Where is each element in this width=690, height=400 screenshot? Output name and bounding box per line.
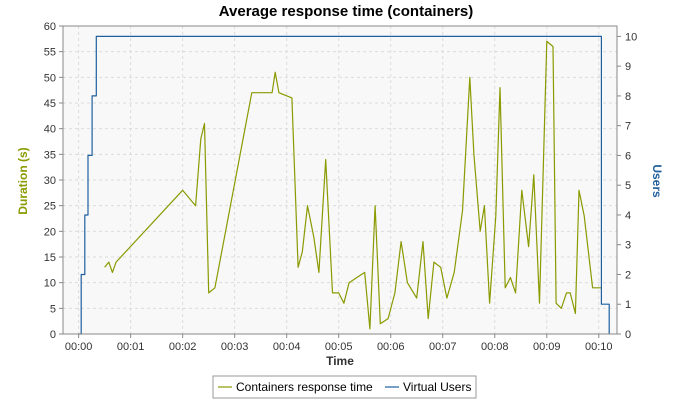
x-tick-label: 00:02 xyxy=(169,341,197,353)
legend: Containers response time Virtual Users xyxy=(212,375,477,399)
y-right-tick-label: 5 xyxy=(625,180,631,192)
x-axis-label: Time xyxy=(326,354,354,368)
series-line-response-time xyxy=(104,40,602,330)
y-left-tick-label: 60 xyxy=(44,21,56,33)
y-left-tick-label: 0 xyxy=(50,329,56,341)
y-left-tick-label: 40 xyxy=(44,124,56,136)
left-axis-ticks: 0 5 10 15 20 25 30 35 40 45 50 55 60 xyxy=(44,21,63,341)
x-tick-label: 00:09 xyxy=(533,341,561,353)
x-tick-label: 00:01 xyxy=(117,341,145,353)
y-left-tick-label: 5 xyxy=(50,303,56,315)
y-left-tick-label: 15 xyxy=(44,252,56,264)
x-tick-label: 00:07 xyxy=(429,341,457,353)
y-right-tick-label: 7 xyxy=(625,121,631,133)
x-axis-ticks: 00:00 00:01 00:02 00:03 00:04 00:05 00:06 00:07… xyxy=(65,334,613,353)
y-right-tick-label: 0 xyxy=(625,329,631,341)
y-right-tick-label: 6 xyxy=(625,150,631,162)
x-tick-label: 00:08 xyxy=(481,341,509,353)
legend-label-response-time: Containers response time xyxy=(236,380,373,394)
y-right-tick-label: 10 xyxy=(625,31,637,43)
y-left-tick-label: 45 xyxy=(44,98,56,110)
right-axis-ticks: 0 1 2 3 4 5 6 7 8 9 10 xyxy=(617,31,637,341)
series-line-virtual-users xyxy=(78,35,610,335)
x-tick-label: 00:03 xyxy=(221,341,249,353)
legend-box xyxy=(212,375,477,399)
chart-title: Average response time (containers) xyxy=(219,3,474,20)
x-tick-label: 00:05 xyxy=(325,341,353,353)
y-right-tick-label: 9 xyxy=(625,61,631,73)
y-left-tick-label: 30 xyxy=(44,175,56,187)
y-left-tick-label: 35 xyxy=(44,149,56,161)
y-left-tick-label: 20 xyxy=(44,226,56,238)
y-right-tick-label: 4 xyxy=(625,210,631,222)
x-tick-label: 00:00 xyxy=(65,341,93,353)
legend-label-virtual-users: Virtual Users xyxy=(403,380,471,394)
y-left-tick-label: 50 xyxy=(44,72,56,84)
series-layer xyxy=(78,35,610,335)
y-left-tick-label: 25 xyxy=(44,201,56,213)
y-axis-right-label: Users xyxy=(650,164,664,198)
x-tick-label: 00:10 xyxy=(585,341,613,353)
grid-lines xyxy=(63,26,617,334)
y-right-tick-label: 1 xyxy=(625,299,631,311)
y-left-tick-label: 55 xyxy=(44,47,56,59)
y-right-tick-label: 2 xyxy=(625,269,631,281)
y-right-tick-label: 8 xyxy=(625,91,631,103)
y-right-tick-label: 3 xyxy=(625,240,631,252)
x-tick-label: 00:06 xyxy=(377,341,405,353)
y-axis-left-label: Duration (s) xyxy=(16,147,30,214)
x-tick-label: 00:04 xyxy=(273,341,301,353)
y-left-tick-label: 10 xyxy=(44,278,56,290)
